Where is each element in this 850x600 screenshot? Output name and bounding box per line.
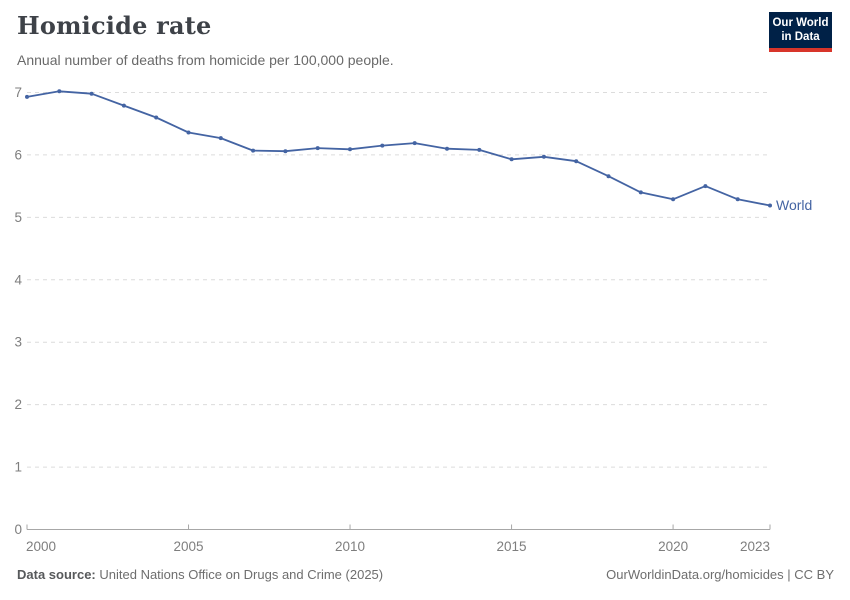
y-tick-label: 4 [14, 272, 22, 287]
data-point[interactable] [703, 184, 708, 189]
y-tick-label: 1 [14, 460, 22, 475]
y-tick-label: 7 [14, 85, 22, 100]
data-point[interactable] [283, 149, 288, 154]
series-line[interactable] [26, 90, 771, 207]
owid-logo-line1: Our World [772, 17, 829, 29]
x-tick-label: 2010 [335, 539, 365, 554]
y-tick-label: 5 [14, 210, 22, 225]
data-point[interactable] [606, 174, 611, 179]
y-tick-label: 3 [14, 335, 22, 350]
owid-logo-line2: in Data [781, 31, 820, 43]
x-tick-label: 2015 [497, 539, 527, 554]
data-point[interactable] [348, 147, 352, 152]
data-point[interactable] [89, 91, 94, 96]
data-point[interactable] [121, 103, 126, 108]
data-point[interactable] [412, 141, 417, 146]
data-point[interactable] [154, 115, 159, 120]
data-point[interactable] [735, 197, 740, 202]
data-point[interactable] [671, 197, 676, 202]
data-source-label: Data source: [17, 567, 96, 582]
data-point[interactable] [315, 146, 320, 151]
y-tick-label: 0 [14, 522, 22, 537]
data-point[interactable] [218, 136, 223, 141]
series-label: World [776, 197, 812, 213]
data-point[interactable] [25, 94, 29, 99]
data-point[interactable] [574, 159, 579, 164]
data-point[interactable] [768, 203, 772, 208]
page-title: Homicide rate [17, 11, 212, 40]
data-point[interactable] [638, 190, 643, 195]
owid-logo[interactable]: Our World in Data [769, 12, 832, 52]
page-subtitle: Annual number of deaths from homicide pe… [17, 52, 394, 68]
data-point[interactable] [477, 147, 482, 152]
data-point[interactable] [380, 143, 385, 148]
data-source-note: Data source: United Nations Office on Dr… [17, 567, 383, 582]
x-tick-label: 2000 [26, 539, 56, 554]
x-tick-label: 2005 [173, 539, 203, 554]
data-point[interactable] [186, 130, 191, 135]
data-point[interactable] [251, 148, 256, 153]
data-point[interactable] [541, 154, 546, 159]
x-tick-label: 2020 [658, 539, 688, 554]
y-tick-label: 6 [14, 147, 22, 162]
credit-note: OurWorldinData.org/homicides | CC BY [606, 567, 834, 582]
y-tick-label: 2 [14, 397, 22, 412]
data-source-text: United Nations Office on Drugs and Crime… [99, 567, 384, 582]
data-point[interactable] [509, 157, 514, 162]
data-point[interactable] [57, 89, 62, 94]
x-tick-label: 2023 [740, 539, 770, 554]
data-point[interactable] [445, 146, 449, 151]
